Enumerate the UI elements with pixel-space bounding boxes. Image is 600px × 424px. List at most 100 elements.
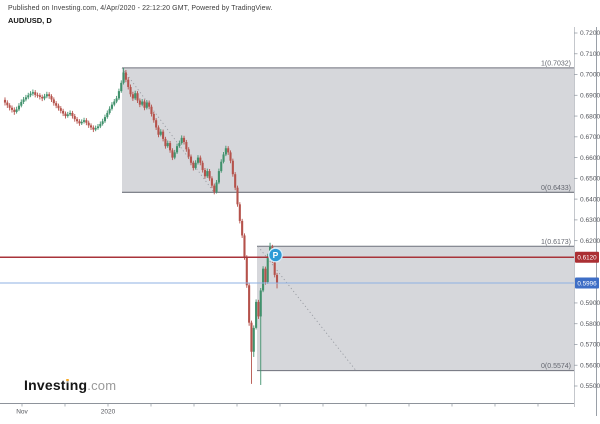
candle-body <box>155 120 158 128</box>
candle-body <box>164 138 167 147</box>
candle-body <box>206 171 209 177</box>
candle-body <box>134 93 137 99</box>
candle-body <box>199 157 202 163</box>
price-axis-label: 0.5600 <box>580 362 600 369</box>
candle-body <box>41 96 44 99</box>
fib-zone-label-bottom: 0(0.5574) <box>541 363 571 370</box>
candle-body <box>173 152 176 158</box>
candle-body <box>13 109 16 112</box>
price-axis-label: 0.5700 <box>580 342 600 349</box>
candle-body <box>248 285 251 323</box>
price-badge-red <box>575 251 599 263</box>
candle-body <box>224 148 227 155</box>
candle-body <box>115 98 118 102</box>
logo-text-2: ng <box>69 377 88 393</box>
fib-zone <box>122 67 574 193</box>
price-axis-label: 0.6700 <box>580 134 600 141</box>
candle-body <box>150 106 153 114</box>
logo-dotted-i-icon: i <box>65 377 70 393</box>
candle-body <box>131 94 134 99</box>
price-axis-label: 0.6300 <box>580 217 600 224</box>
candle-body <box>169 143 172 151</box>
candle-body <box>257 301 260 317</box>
fib-zone-label-top: 1(0.7032) <box>541 60 571 67</box>
candle-body <box>85 120 88 123</box>
logo-text-1: Invest <box>24 377 66 393</box>
candle-body <box>210 178 213 186</box>
candle-body <box>234 174 237 188</box>
candle-body <box>243 235 246 258</box>
candle-body <box>71 112 74 117</box>
candle-body <box>162 131 165 139</box>
candle-body <box>55 103 58 106</box>
candle-body <box>43 96 46 99</box>
candle-body <box>87 122 90 126</box>
candle-body <box>215 182 218 192</box>
candle-body <box>129 86 132 95</box>
candle-body <box>252 327 255 352</box>
candle-body <box>145 102 148 108</box>
candle-body <box>76 119 79 122</box>
fib-zone-label-bottom: 0(0.6433) <box>541 185 571 192</box>
time-axis-label: Nov <box>16 409 28 416</box>
candle-body <box>96 126 100 129</box>
candle-body <box>238 204 241 221</box>
candle-body <box>34 92 37 95</box>
candle-body <box>138 100 141 105</box>
candle-body <box>24 97 27 100</box>
investing-logo: Investing.com <box>24 377 116 393</box>
candle-body <box>141 101 144 105</box>
candle-body <box>78 121 81 124</box>
candle-body <box>213 185 216 192</box>
p-marker-label: P <box>273 250 279 260</box>
candle-body <box>59 108 62 111</box>
candle-body <box>120 82 123 92</box>
candle-body <box>127 79 130 87</box>
candle-body <box>182 137 186 143</box>
logo-suffix: .com <box>87 378 117 393</box>
candle-body <box>83 120 86 122</box>
candle-body <box>122 72 125 83</box>
price-axis-label: 0.5500 <box>580 383 600 390</box>
candle-body <box>192 162 195 168</box>
candle-body <box>166 143 169 147</box>
candle-body <box>89 125 93 128</box>
candle-body <box>27 95 30 98</box>
candle-body <box>264 268 267 283</box>
price-axis-label: 0.6900 <box>580 92 600 99</box>
candle-body <box>208 171 211 179</box>
price-axis-label: 0.7100 <box>580 51 600 58</box>
price-axis-label: 0.6800 <box>580 113 600 120</box>
candle-body <box>231 160 234 175</box>
candle-body <box>220 161 223 172</box>
candles-group <box>3 67 279 385</box>
fib-zone <box>257 246 574 371</box>
candle-body <box>143 101 146 108</box>
price-axis-label: 0.7200 <box>580 30 600 37</box>
candle-body <box>262 268 265 291</box>
candle-body <box>48 94 51 97</box>
price-axis-label: 0.5800 <box>580 321 600 328</box>
candle-body <box>229 152 232 161</box>
candle-body <box>227 148 230 153</box>
candle-body <box>157 127 160 135</box>
candle-body <box>124 72 127 80</box>
candle-body <box>73 116 76 120</box>
price-axis-label: 0.6200 <box>580 238 600 245</box>
fib-zone-label-top: 1(0.6173) <box>541 239 571 246</box>
candle-body <box>10 107 14 110</box>
candle-body <box>148 102 151 107</box>
candle-body <box>101 121 104 124</box>
candle-body <box>185 142 188 150</box>
candle-body <box>17 105 20 110</box>
price-axis-label: 0.6400 <box>580 196 600 203</box>
candle-body <box>203 170 206 177</box>
candle-body <box>22 99 25 102</box>
candle-body <box>80 121 83 124</box>
candle-body <box>103 117 107 122</box>
candle-body <box>266 256 269 283</box>
price-axis-label: 0.6600 <box>580 155 600 162</box>
candle-body <box>117 91 120 99</box>
